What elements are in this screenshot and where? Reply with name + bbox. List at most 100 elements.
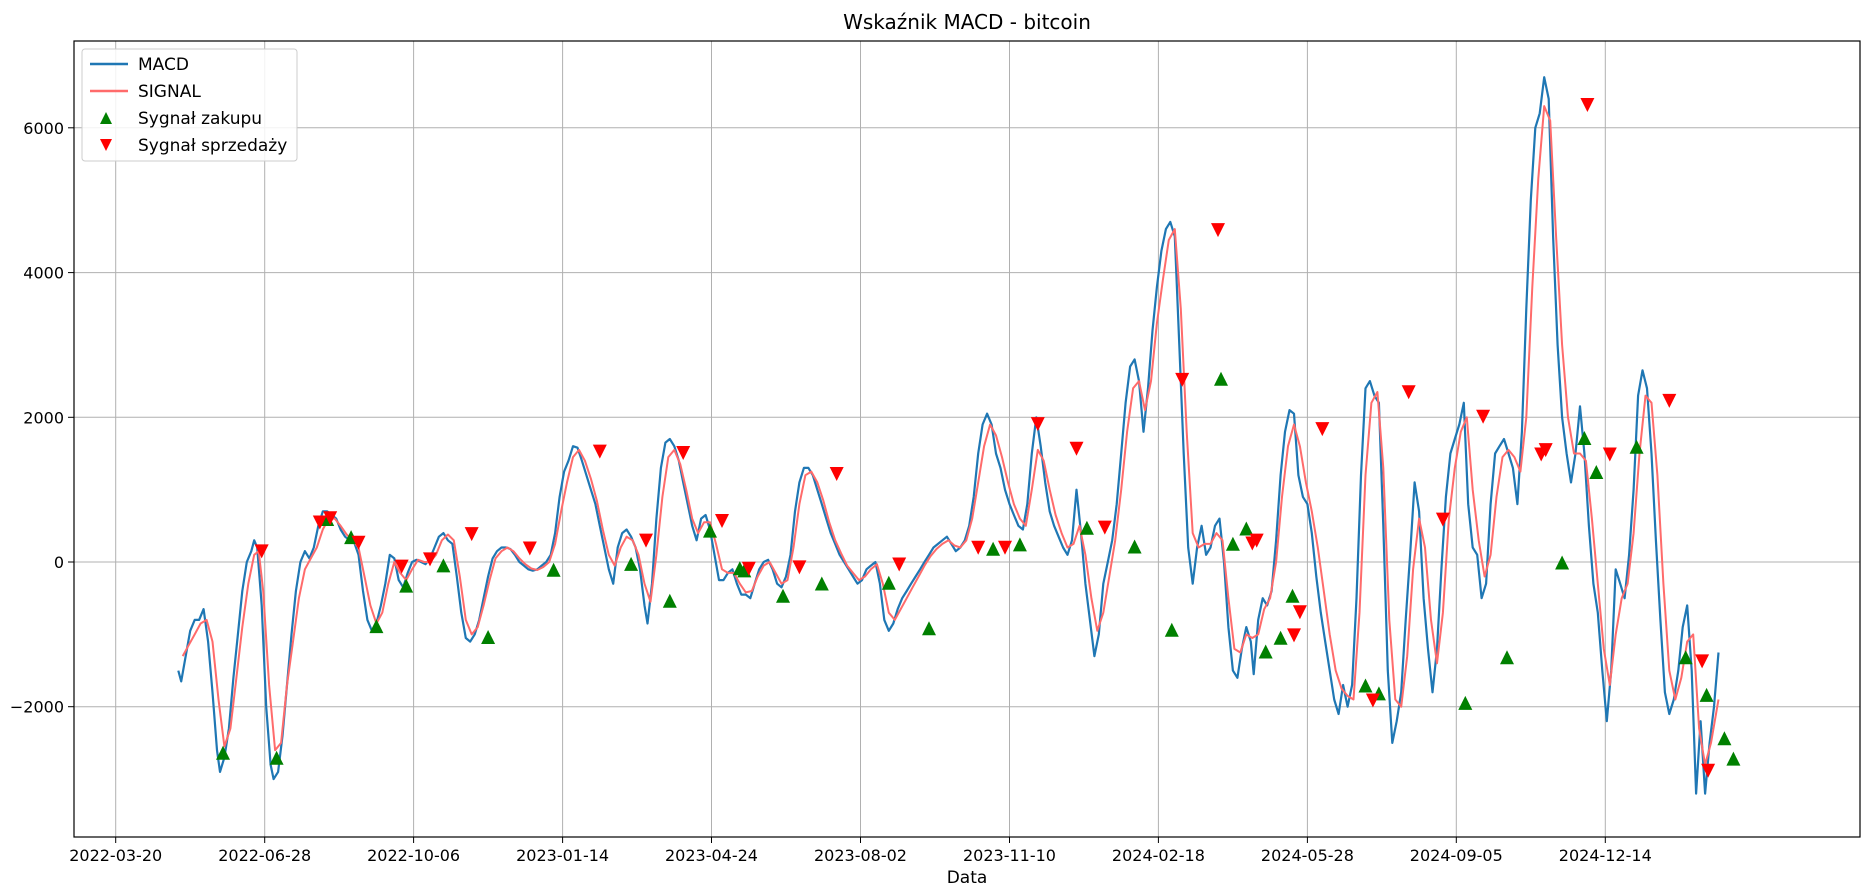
legend-macd-label: MACD [138, 55, 189, 75]
buy-signal-marker [814, 576, 829, 591]
sell-signal-marker [1287, 628, 1301, 643]
legend-buy-marker [100, 112, 112, 124]
buy-signal-marker [1273, 630, 1288, 645]
buy-signal-marker [216, 745, 230, 760]
buy-signal-marker [662, 593, 677, 608]
buy-signal-marker [922, 621, 936, 636]
sell-signal-marker [592, 444, 607, 459]
sell-signal-marker [741, 561, 756, 576]
sell-signal-marker [998, 540, 1012, 555]
sell-signal-marker [1249, 533, 1264, 548]
legend: MACD SIGNAL Sygnał zakupu Sygnał sprzeda… [81, 48, 298, 162]
sell-signal-marker [1292, 605, 1307, 620]
buy-signal-marker [986, 541, 1001, 556]
sell-signal-marker [971, 540, 986, 555]
axis-ticks: 2022-03-20 2022-06-28 2022-10-06 2023-01-14… [10, 119, 1652, 865]
sell-signal-marker [423, 552, 437, 567]
buy-signal-marker [881, 575, 896, 590]
x-tick-label: 2024-02-18 [1112, 846, 1205, 865]
buy-signal-marker [269, 750, 284, 765]
buy-signal-marker [703, 523, 717, 538]
sell-signal-marker [351, 535, 366, 550]
sell-signal-marker [1435, 512, 1450, 527]
sell-signal-marker [1069, 441, 1084, 456]
x-tick-label: 2023-11-10 [963, 846, 1056, 865]
x-tick-label: 2023-08-02 [814, 846, 907, 865]
buy-signal-marker [1500, 650, 1514, 665]
sell-signal-marker [1701, 763, 1716, 778]
sell-signal-marker [715, 514, 729, 528]
buy-signal-marker [1726, 751, 1741, 766]
sell-signal-marker [892, 557, 907, 572]
buy-signal-marker [1258, 644, 1273, 659]
buy-signal-marker [1214, 371, 1228, 386]
buy-signal-marker [369, 619, 384, 634]
y-tick-label: 0 [54, 553, 64, 572]
sell-signal-marker [1030, 417, 1045, 432]
sell-signal-marker [1401, 385, 1416, 400]
buy-signal-marker [737, 563, 752, 578]
buy-signal-marker [1225, 536, 1240, 551]
sell-signal-marker [1175, 372, 1190, 387]
sell-signal-marker [829, 467, 844, 481]
sell-signal-marker [1695, 654, 1710, 669]
sell-signal-marker [394, 559, 409, 574]
sell-signal-marker [1662, 393, 1677, 408]
x-tick-label: 2023-01-14 [516, 846, 609, 865]
buy-signal-marker [1127, 539, 1142, 554]
x-tick-label: 2022-06-28 [218, 846, 311, 865]
buy-signal-marker [1555, 555, 1570, 570]
buy-signal-marker [436, 558, 451, 573]
signal-line [181, 105, 1720, 766]
sell-signal-marker [254, 544, 269, 559]
x-tick-label: 2024-09-05 [1410, 846, 1503, 865]
sell-signal-marker [1476, 409, 1491, 424]
x-tick-label: 2022-03-20 [69, 846, 162, 865]
sell-signal-marker [464, 527, 479, 542]
buy-signal-marker [1285, 588, 1300, 603]
y-tick-label: 4000 [23, 264, 64, 283]
sell-signal-marker [323, 511, 338, 526]
sell-signal-marker [676, 446, 691, 460]
buy-signal-marker [1629, 439, 1644, 454]
sell-signal-marker [1538, 443, 1553, 458]
sell-signal-marker [1315, 422, 1330, 437]
buy-signal-marker [1239, 521, 1254, 536]
y-tick-label: 2000 [23, 408, 64, 427]
buy-signal-marker [1589, 465, 1604, 479]
buy-signal-marker [481, 630, 496, 644]
plot-frame [73, 40, 1861, 838]
x-tick-label: 2024-12-14 [1559, 846, 1652, 865]
y-tick-label: 6000 [23, 119, 64, 138]
series-layer [177, 76, 1741, 795]
buy-signal-marker [1699, 687, 1714, 702]
buy-signal-marker [776, 588, 790, 603]
chart-title: Wskaźnik MACD - bitcoin [843, 10, 1091, 34]
buy-signal-marker [1678, 650, 1693, 665]
legend-sell-marker [100, 139, 112, 151]
sell-signal-marker [1097, 520, 1112, 535]
legend-sell-label: Sygnał sprzedaży [138, 136, 287, 156]
x-tick-label: 2024-05-28 [1261, 846, 1354, 865]
buy-signal-marker [399, 578, 414, 593]
sell-signal-marker [792, 560, 807, 575]
y-tick-label: −2000 [10, 698, 64, 717]
buy-signal-marker [1358, 678, 1373, 693]
legend-signal-label: SIGNAL [138, 82, 201, 102]
legend-box [81, 48, 298, 162]
buy-signal-marker [1717, 731, 1732, 746]
buy-signal-marker [1164, 622, 1179, 637]
sell-signal-marker [1580, 98, 1595, 112]
legend-buy-label: Sygnał zakupu [138, 109, 262, 129]
sell-signal-marker [522, 541, 537, 556]
sell-signal-marker [639, 533, 653, 548]
x-tick-label: 2023-04-24 [665, 846, 758, 865]
buy-signal-marker [1577, 431, 1592, 445]
sell-signal-marker [312, 515, 327, 530]
buy-signal-marker [1079, 520, 1094, 535]
sell-signal-marker [1211, 223, 1225, 238]
x-tick-label: 2022-10-06 [367, 846, 460, 865]
sell-signal-marker [1602, 447, 1617, 462]
